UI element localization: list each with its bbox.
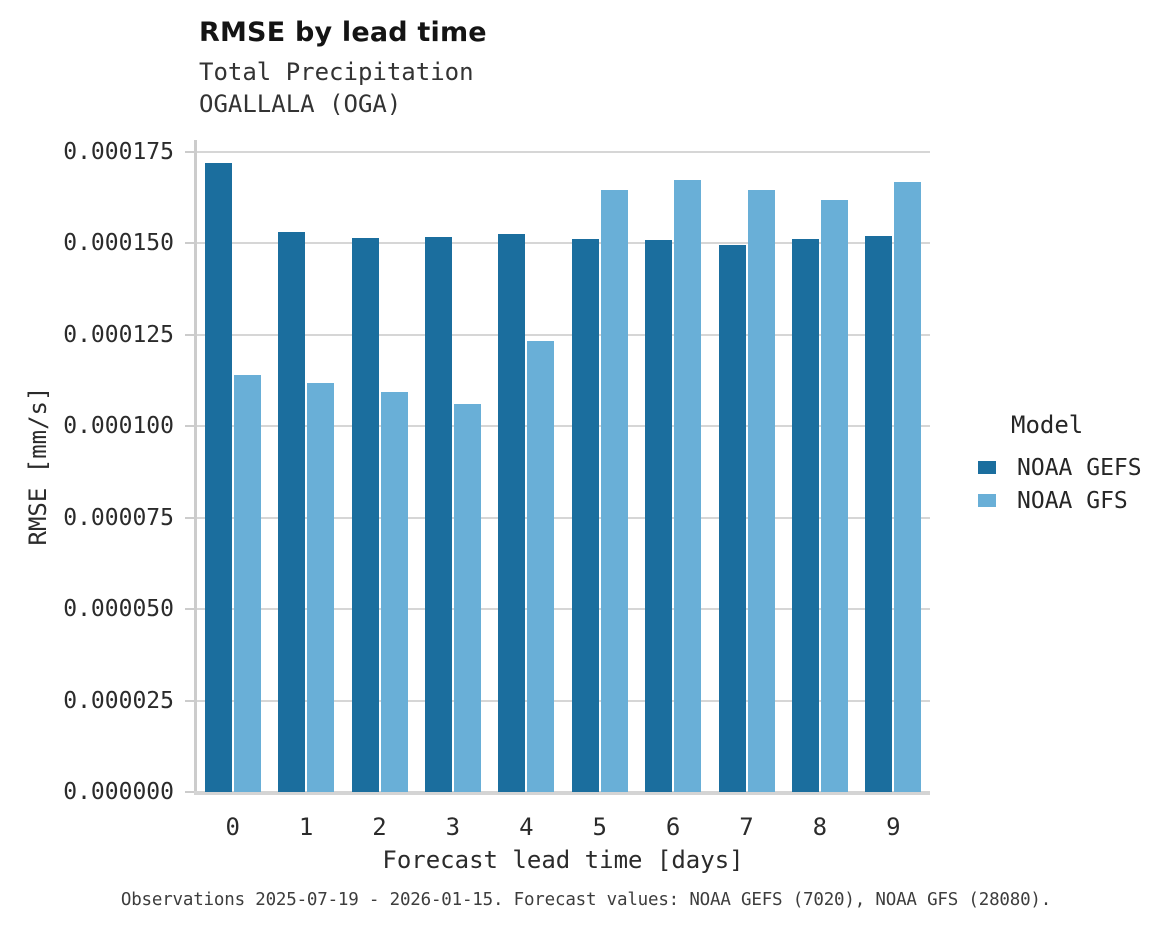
bar-noaa-gefs-day9[interactable] <box>865 236 893 792</box>
chart-title: RMSE by lead time <box>199 17 487 48</box>
legend: Model NOAA GEFS NOAA GFS <box>978 411 1142 517</box>
title-block: RMSE by lead time Total Precipitation OG… <box>199 16 487 120</box>
y-tick-label-1: 0.000025 <box>63 687 174 714</box>
bar-noaa-gefs-day3[interactable] <box>424 237 452 792</box>
y-tick-mark-3 <box>185 516 194 519</box>
legend-item-noaa-gefs[interactable]: NOAA GEFS <box>978 451 1142 484</box>
x-tick-label-8: 8 <box>812 813 828 841</box>
gridline-y-1 <box>196 699 930 702</box>
bar-noaa-gefs-day0[interactable] <box>204 162 232 792</box>
x-tick-label-4: 4 <box>519 813 534 841</box>
gefs-swatch-icon <box>978 461 996 474</box>
bar-noaa-gfs-day6[interactable] <box>674 180 702 792</box>
bar-noaa-gfs-day2[interactable] <box>380 391 408 792</box>
bar-noaa-gefs-day6[interactable] <box>645 240 673 792</box>
legend-label-gfs: NOAA GFS <box>1017 487 1128 514</box>
chart-subtitle-variable: Total Precipitation <box>199 58 474 86</box>
bar-noaa-gefs-day7[interactable] <box>718 244 746 792</box>
gridline-y-7 <box>196 151 930 153</box>
y-axis-title: RMSE [mm/s] <box>24 386 52 546</box>
bar-noaa-gefs-day8[interactable] <box>791 238 819 792</box>
x-tick-label-3: 3 <box>445 813 461 841</box>
x-axis-spine <box>194 791 930 795</box>
y-tick-label-2: 0.000050 <box>63 596 174 623</box>
bar-noaa-gfs-day8[interactable] <box>820 199 848 792</box>
x-tick-label-5: 5 <box>592 813 607 841</box>
bar-noaa-gfs-day3[interactable] <box>453 403 481 792</box>
legend-title: Model <box>1011 411 1084 439</box>
observation-caption: Observations 2025-07-19 - 2026-01-15. Fo… <box>120 890 1052 910</box>
gridline-y-6 <box>196 242 930 245</box>
x-tick-label-6: 6 <box>665 813 681 841</box>
y-tick-mark-2 <box>185 608 194 611</box>
gridline-y-4 <box>196 425 930 428</box>
legend-label-gefs: NOAA GEFS <box>1017 454 1142 481</box>
gfs-swatch-icon <box>978 494 996 507</box>
gridline-y-3 <box>196 516 930 519</box>
x-tick-label-0: 0 <box>225 813 240 841</box>
y-tick-mark-1 <box>185 699 194 702</box>
gridline-y-5 <box>196 333 930 336</box>
x-tick-label-2: 2 <box>372 813 387 841</box>
x-tick-label-9: 9 <box>886 813 901 841</box>
bar-noaa-gfs-day9[interactable] <box>894 182 922 792</box>
bar-noaa-gefs-day5[interactable] <box>571 239 599 792</box>
y-tick-mark-4 <box>185 425 194 428</box>
y-tick-mark-0 <box>185 791 194 793</box>
bar-noaa-gfs-day4[interactable] <box>527 340 555 792</box>
chart-subtitle-station: OGALLALA (OGA) <box>199 90 402 118</box>
bar-noaa-gfs-day0[interactable] <box>233 374 261 792</box>
y-tick-label-5: 0.000125 <box>63 321 174 348</box>
bar-noaa-gfs-day1[interactable] <box>307 383 335 792</box>
y-tick-mark-5 <box>185 333 194 336</box>
x-axis-title: Forecast lead time [days] <box>382 846 744 874</box>
y-tick-label-0: 0.000000 <box>63 779 174 805</box>
y-tick-label-7: 0.000175 <box>63 139 174 165</box>
y-axis-spine <box>194 140 197 795</box>
bar-noaa-gefs-day4[interactable] <box>498 233 526 792</box>
y-tick-mark-6 <box>185 242 194 245</box>
y-tick-label-3: 0.000075 <box>63 504 174 531</box>
y-tick-label-6: 0.000150 <box>63 230 174 257</box>
x-tick-label-7: 7 <box>739 813 754 841</box>
x-tick-label-1: 1 <box>298 813 314 841</box>
legend-item-noaa-gfs[interactable]: NOAA GFS <box>978 484 1142 517</box>
gridline-y-2 <box>196 608 930 611</box>
bar-noaa-gfs-day5[interactable] <box>600 190 628 792</box>
bar-noaa-gfs-day7[interactable] <box>747 189 775 792</box>
y-tick-mark-7 <box>185 151 194 153</box>
bar-noaa-gefs-day2[interactable] <box>351 237 379 792</box>
bar-noaa-gefs-day1[interactable] <box>278 232 306 792</box>
y-tick-label-4: 0.000100 <box>63 413 174 440</box>
